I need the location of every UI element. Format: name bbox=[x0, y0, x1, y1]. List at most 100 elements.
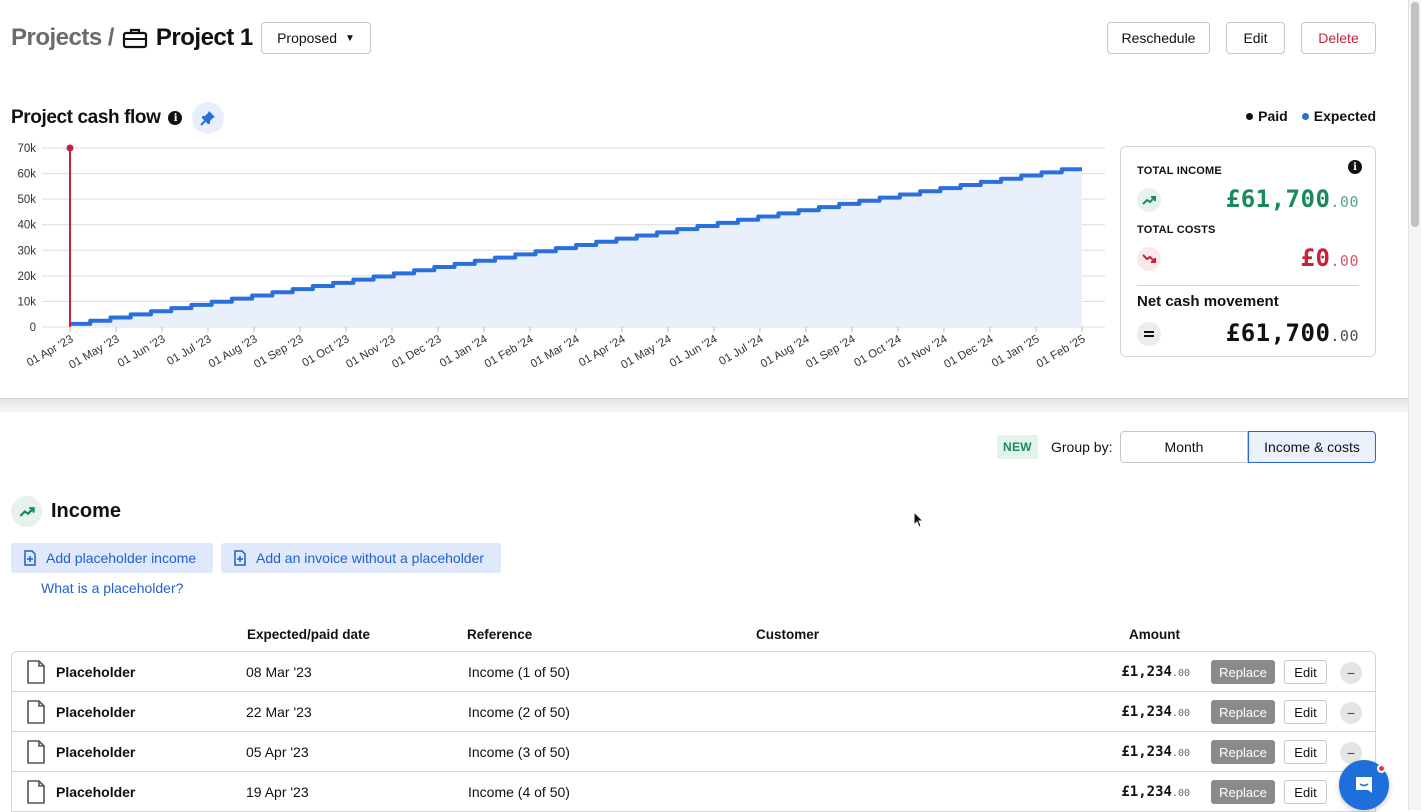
edit-row-button[interactable]: Edit bbox=[1284, 780, 1327, 804]
remove-row-icon[interactable]: − bbox=[1340, 742, 1362, 764]
page-scrollbar[interactable] bbox=[1408, 0, 1421, 810]
row-name: Placeholder bbox=[56, 664, 136, 680]
row-date: 05 Apr '23 bbox=[246, 744, 309, 760]
edit-row-button[interactable]: Edit bbox=[1284, 660, 1327, 684]
project-status-dropdown[interactable]: Proposed ▼ bbox=[261, 22, 371, 54]
info-icon[interactable]: i bbox=[168, 111, 183, 125]
reschedule-button[interactable]: Reschedule bbox=[1107, 22, 1210, 54]
equals-icon bbox=[1137, 322, 1161, 346]
table-row[interactable]: Placeholder 22 Mar '23 Income (2 of 50) … bbox=[12, 692, 1375, 732]
pin-icon bbox=[200, 111, 216, 126]
row-reference: Income (3 of 50) bbox=[468, 744, 570, 760]
total-costs-label: TOTAL COSTS bbox=[1137, 224, 1216, 236]
add-invoice-button[interactable]: Add an invoice without a placeholder bbox=[221, 543, 501, 573]
x-tick-label: 01 Feb '24 bbox=[483, 333, 536, 371]
income-table: Placeholder 08 Mar '23 Income (1 of 50) … bbox=[11, 651, 1376, 812]
row-date: 19 Apr '23 bbox=[246, 784, 309, 800]
replace-button[interactable]: Replace bbox=[1211, 660, 1275, 684]
x-tick-label: 01 Dec '23 bbox=[390, 333, 443, 371]
add-document-icon bbox=[24, 550, 36, 566]
breadcrumb-separator: / bbox=[107, 24, 115, 51]
row-date: 22 Mar '23 bbox=[246, 704, 312, 720]
trend-up-icon bbox=[11, 496, 42, 527]
legend-item-expected[interactable]: Expected bbox=[1301, 108, 1376, 124]
add-document-icon bbox=[234, 550, 246, 566]
column-header-amount[interactable]: Amount bbox=[1129, 627, 1180, 642]
chat-launcher-button[interactable] bbox=[1339, 760, 1389, 810]
x-tick-label: 01 Mar '24 bbox=[529, 333, 582, 371]
table-row[interactable]: Placeholder 05 Apr '23 Income (3 of 50) … bbox=[12, 732, 1375, 772]
table-row[interactable]: Placeholder 08 Mar '23 Income (1 of 50) … bbox=[12, 652, 1375, 692]
cash-flow-header: Project cash flow i bbox=[11, 102, 225, 134]
group-by-income-costs-option[interactable]: Income & costs bbox=[1248, 431, 1376, 463]
legend-label: Paid bbox=[1258, 108, 1288, 124]
income-section-title: Income bbox=[51, 500, 122, 522]
total-income-decimals: .00 bbox=[1330, 193, 1359, 211]
group-by-month-option[interactable]: Month bbox=[1120, 431, 1248, 463]
table-row[interactable]: Placeholder 19 Apr '23 Income (4 of 50) … bbox=[12, 772, 1375, 812]
chat-icon bbox=[1356, 777, 1372, 793]
x-tick-label: 01 Nov '23 bbox=[344, 333, 397, 371]
delete-project-button[interactable]: Delete bbox=[1301, 22, 1376, 54]
column-header-date[interactable]: Expected/paid date bbox=[247, 627, 371, 642]
column-header-reference[interactable]: Reference bbox=[467, 627, 533, 642]
group-by-label: Group by: bbox=[1051, 439, 1113, 455]
x-tick-label: 01 Sep '24 bbox=[804, 333, 858, 371]
add-placeholder-income-label: Add placeholder income bbox=[46, 550, 197, 566]
what-is-placeholder-link[interactable]: What is a placeholder? bbox=[41, 580, 184, 596]
y-tick-label: 40k bbox=[17, 220, 36, 232]
info-icon[interactable]: i bbox=[1348, 160, 1362, 174]
row-amount-value: £1,234 bbox=[1121, 744, 1172, 760]
x-tick-label: 01 Jul '24 bbox=[717, 333, 766, 368]
total-income-value: £61,700.00 bbox=[1226, 185, 1359, 213]
net-decimals: .00 bbox=[1330, 327, 1359, 345]
project-status-value: Proposed bbox=[277, 30, 338, 46]
scrollbar-thumb[interactable] bbox=[1411, 2, 1419, 227]
column-header-customer[interactable]: Customer bbox=[756, 627, 820, 642]
edit-project-button[interactable]: Edit bbox=[1226, 22, 1285, 54]
y-tick-label: 50k bbox=[17, 194, 36, 206]
trend-down-icon bbox=[1137, 247, 1161, 271]
row-name: Placeholder bbox=[56, 784, 136, 800]
y-tick-label: 20k bbox=[17, 271, 36, 283]
chart-y-axis: 70k 60k 50k 40k 30k 20k 10k 0 bbox=[17, 143, 36, 334]
total-costs-amount: £0 bbox=[1300, 244, 1331, 272]
legend-item-paid[interactable]: Paid bbox=[1246, 108, 1288, 124]
add-placeholder-income-button[interactable]: Add placeholder income bbox=[11, 543, 213, 573]
row-name: Placeholder bbox=[56, 704, 136, 720]
document-icon bbox=[27, 660, 45, 684]
y-tick-label: 0 bbox=[30, 322, 36, 334]
legend-dot bbox=[1301, 112, 1309, 120]
row-reference: Income (2 of 50) bbox=[468, 704, 570, 720]
replace-button[interactable]: Replace bbox=[1211, 780, 1275, 804]
add-invoice-label: Add an invoice without a placeholder bbox=[256, 550, 485, 566]
net-amount: £61,700 bbox=[1225, 319, 1331, 347]
row-amount: £1,234.00 bbox=[1121, 744, 1190, 760]
total-income-amount: £61,700 bbox=[1225, 185, 1331, 213]
total-income-label: TOTAL INCOME bbox=[1137, 165, 1222, 177]
cash-flow-title: Project cash flow bbox=[11, 107, 161, 128]
income-section-header: Income bbox=[11, 496, 121, 527]
x-tick-label: 01 Sep '23 bbox=[252, 333, 305, 371]
pin-chart-button[interactable] bbox=[192, 102, 225, 134]
remove-row-icon[interactable]: − bbox=[1340, 702, 1362, 724]
legend-dot bbox=[1246, 112, 1254, 120]
paid-point bbox=[66, 144, 74, 152]
edit-row-button[interactable]: Edit bbox=[1284, 700, 1327, 724]
replace-button[interactable]: Replace bbox=[1211, 740, 1275, 764]
caret-down-icon: ▼ bbox=[345, 32, 355, 44]
edit-row-button[interactable]: Edit bbox=[1284, 740, 1327, 764]
x-tick-label: 01 Feb '25 bbox=[1035, 333, 1088, 370]
x-tick-label: 01 Dec '24 bbox=[942, 333, 996, 371]
mouse-cursor-icon bbox=[913, 511, 925, 528]
x-tick-label: 01 Jan '24 bbox=[438, 333, 490, 370]
breadcrumb-projects-link[interactable]: Projects bbox=[11, 24, 102, 51]
section-divider bbox=[0, 398, 1408, 412]
breadcrumb: Projects / Project 1 bbox=[11, 22, 253, 54]
replace-button[interactable]: Replace bbox=[1211, 700, 1275, 724]
remove-row-icon[interactable]: − bbox=[1340, 662, 1362, 684]
expected-line bbox=[70, 167, 1082, 326]
chart-legend: Paid Expected bbox=[1246, 108, 1376, 124]
